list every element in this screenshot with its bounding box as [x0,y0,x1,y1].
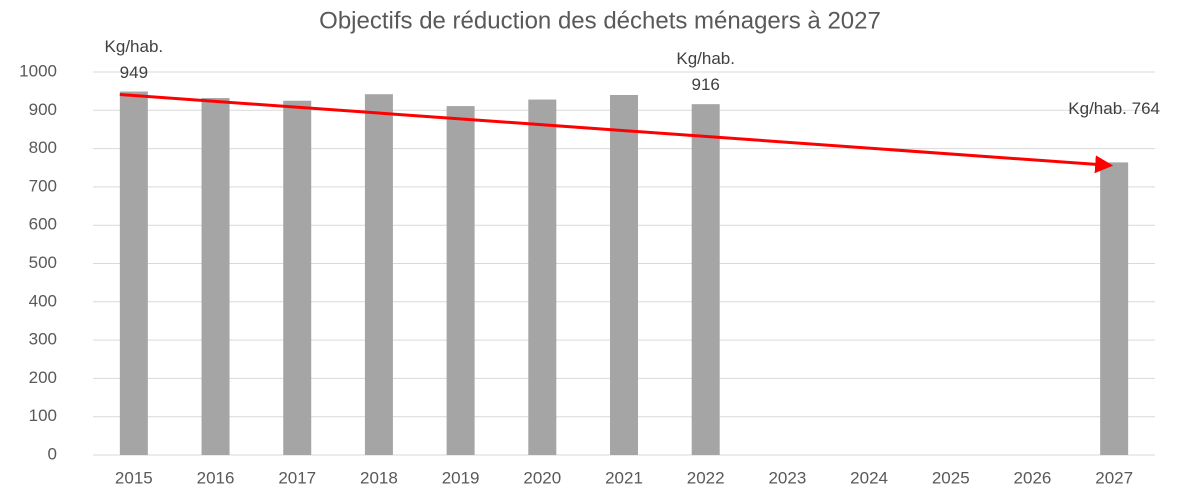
bar [528,99,557,456]
y-tick-label: 300 [29,330,57,349]
x-tick-label: 2027 [1095,468,1133,487]
bar [610,94,638,455]
x-tick-label: 2020 [523,468,561,487]
x-tick-label: 2017 [278,468,316,487]
bar [283,100,312,455]
data-label: Kg/hab. 916 [676,49,735,95]
x-tick-label: 2018 [360,468,398,487]
data-label: Kg/hab. 764 [1068,99,1160,119]
x-tick-label: 2021 [605,468,643,487]
bar [364,94,393,456]
y-tick-label: 600 [29,215,57,234]
y-tick-label: 100 [29,406,57,425]
y-tick-label: 200 [29,368,57,387]
bar [691,104,720,455]
x-tick-label: 2016 [197,468,235,487]
y-tick-label: 1000 [19,61,57,80]
y-tick-label: 500 [29,253,57,272]
bar [201,98,230,455]
bar [446,106,475,455]
bar [119,91,148,456]
x-tick-label: 2019 [442,468,480,487]
trend-arrow [119,93,1114,174]
x-tick-label: 2022 [687,468,725,487]
y-tick-label: 700 [29,176,57,195]
x-tick-label: 2023 [768,468,806,487]
y-tick-label: 0 [48,444,57,463]
y-tick-label: 800 [29,138,57,157]
chart-title: Objectifs de réduction des déchets ménag… [319,7,881,34]
data-label: Kg/hab. 949 [104,36,164,82]
x-tick-label: 2025 [932,468,970,487]
x-tick-label: 2015 [115,468,153,487]
y-tick-label: 900 [29,100,57,119]
bar [1100,162,1129,455]
y-tick-label: 400 [29,291,57,310]
x-tick-label: 2026 [1014,468,1052,487]
x-tick-label: 2024 [850,468,888,487]
